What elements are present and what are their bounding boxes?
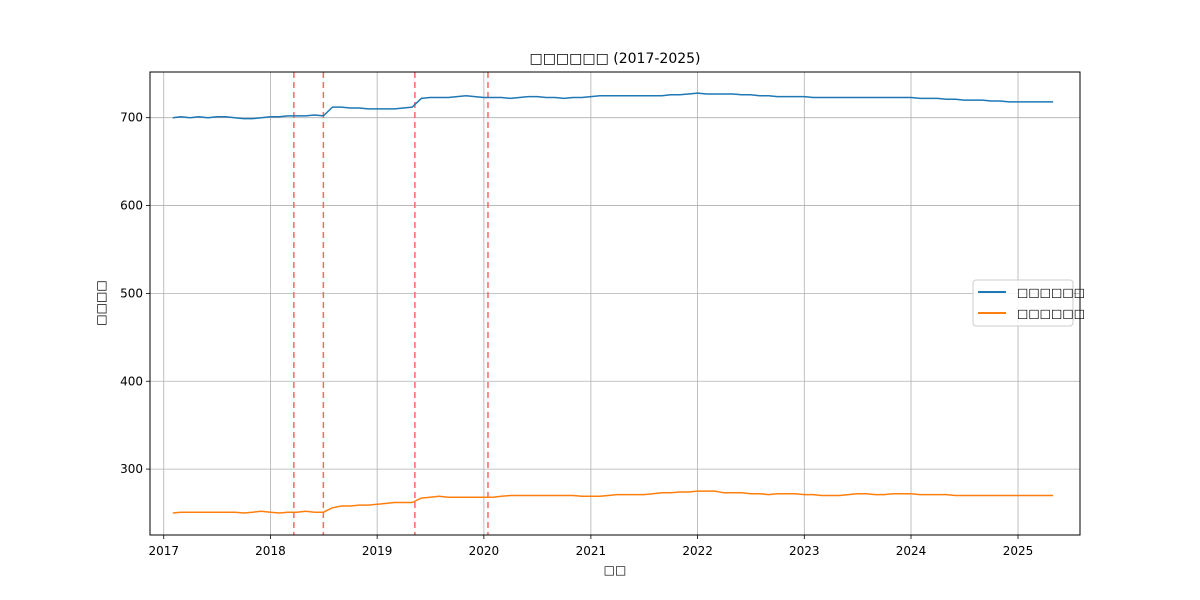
legend: □□□□□□ □□□□□□ bbox=[972, 279, 1085, 327]
x-tick-label: 2017 bbox=[148, 544, 179, 558]
x-tick-label: 2020 bbox=[469, 544, 500, 558]
y-axis-label: □□□□ bbox=[94, 280, 108, 325]
x-tick-label: 2021 bbox=[576, 544, 607, 558]
series-line-2 bbox=[172, 490, 1054, 514]
y-tick-label: 300 bbox=[120, 462, 143, 476]
x-tick-label: 2019 bbox=[362, 544, 393, 558]
y-axis: 300 400 500 600 700 bbox=[120, 111, 150, 476]
plot-frame bbox=[149, 71, 1081, 536]
x-tick-label: 2025 bbox=[1003, 544, 1034, 558]
chart-title: □□□□□□ (2017-2025) bbox=[529, 51, 700, 67]
y-tick-label: 400 bbox=[120, 374, 143, 388]
legend-label-1: □□□□□□ bbox=[1017, 286, 1085, 300]
series-line-1 bbox=[172, 92, 1054, 120]
x-tick-label: 2018 bbox=[255, 544, 286, 558]
legend-label-2: □□□□□□ bbox=[1017, 307, 1085, 321]
y-tick-label: 700 bbox=[120, 111, 143, 125]
x-tick-label: 2024 bbox=[896, 544, 927, 558]
x-axis: 2017 2018 2019 2020 2021 2022 2023 2024 2025 bbox=[148, 535, 1033, 558]
x-axis-label: □□ bbox=[604, 563, 627, 577]
x-tick-label: 2022 bbox=[682, 544, 713, 558]
y-tick-label: 500 bbox=[120, 286, 143, 300]
x-tick-label: 2023 bbox=[789, 544, 820, 558]
series-group bbox=[172, 92, 1054, 514]
reference-lines bbox=[293, 72, 489, 535]
y-tick-label: 600 bbox=[120, 199, 143, 213]
grid bbox=[150, 72, 1080, 535]
